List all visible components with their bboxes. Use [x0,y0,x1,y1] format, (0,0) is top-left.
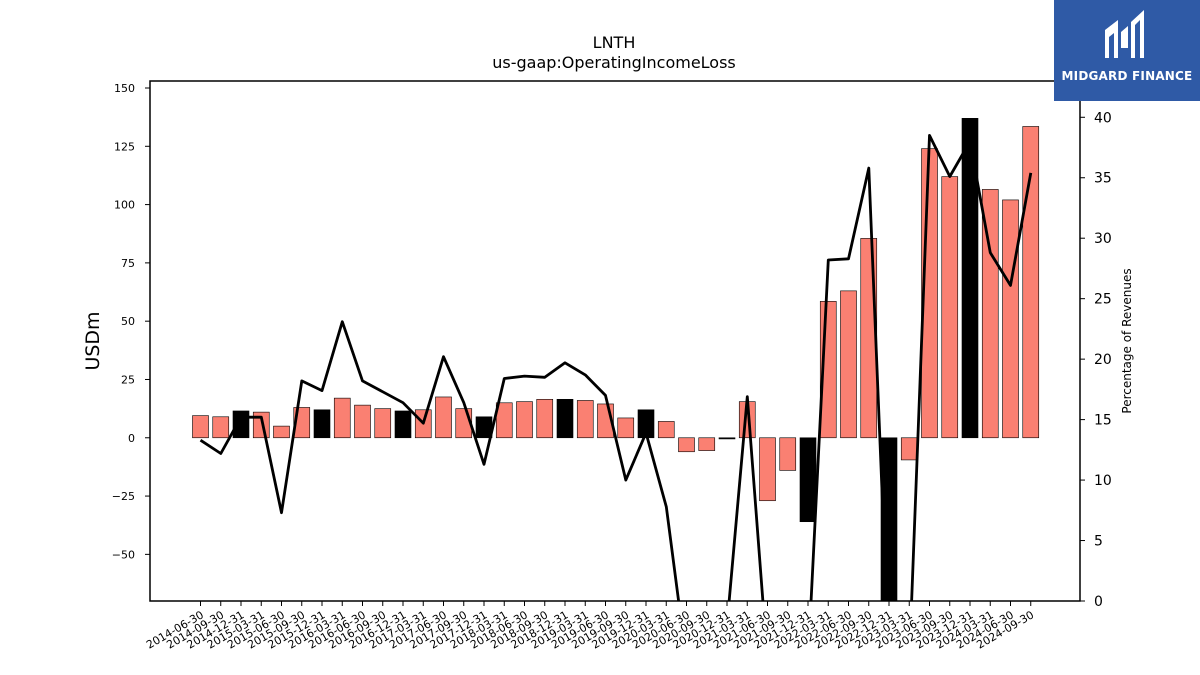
bar [860,238,878,439]
logo-mark-icon [1105,10,1144,58]
logo-text: MIDGARD FINANCE [1061,69,1193,83]
y-tick-label: 0 [128,432,135,445]
y-tick-label: 150 [114,82,135,95]
bar [273,425,290,439]
y2-tick-label: 10 [1094,473,1112,489]
chart-subtitle: us-gaap:OperatingIncomeLoss [492,53,736,72]
bar [941,176,959,439]
y2-tick-label: 30 [1094,231,1112,247]
line-group [199,133,1033,601]
bar [1002,199,1019,439]
bar [840,290,857,439]
y2-tick-label: 0 [1094,594,1103,610]
bar [657,421,675,439]
bar [900,437,918,461]
y2-tick-label: 40 [1094,110,1112,126]
y-axis-label: USDm [82,311,104,370]
bar [556,398,574,439]
y2-axis-label: Percentage of Revenues [1120,268,1134,413]
bar [961,118,979,439]
bar [678,437,695,453]
y-tick-label: 100 [114,199,135,212]
bar [374,408,392,439]
bar [212,416,230,439]
bar [536,398,554,439]
bar [779,437,797,471]
y-tick-label: 125 [114,140,135,153]
bar [394,410,412,439]
bar [495,402,513,439]
y-tick-label: −50 [112,548,135,561]
y-tick-label: 50 [121,315,135,328]
bar [435,396,452,439]
left-axis: −50 −25 0 25 50 75 100 125 150 [112,82,150,561]
bar [576,400,594,439]
y-tick-label: −25 [112,490,135,503]
chart-title: LNTH [593,33,636,52]
bar [232,410,250,439]
bar [718,437,736,440]
y-tick-label: 25 [121,373,135,386]
y2-tick-label: 35 [1094,171,1112,187]
y2-tick-label: 25 [1094,292,1112,308]
y2-tick-label: 15 [1094,413,1112,429]
y-tick-label: 75 [121,257,135,270]
bar [799,437,817,523]
right-axis: 0 5 10 15 20 25 30 35 40 [1080,110,1112,610]
bar [617,417,635,439]
y2-tick-label: 20 [1094,352,1112,368]
bar [313,409,331,439]
bars-group [192,118,1040,602]
bar [333,397,351,439]
y2-tick-label: 5 [1094,534,1103,550]
bar [981,189,999,439]
x-axis: 2014-06-302014-09-302014-12-312015-03-31… [144,601,1036,652]
bar [354,404,371,439]
plot-frame [149,80,1081,602]
bar [759,437,776,502]
bar [192,415,209,439]
bar [698,437,716,451]
series-line [199,133,1033,601]
bar [1022,126,1040,439]
bar [516,401,533,439]
brand-logo: MIDGARD FINANCE [1054,0,1200,101]
